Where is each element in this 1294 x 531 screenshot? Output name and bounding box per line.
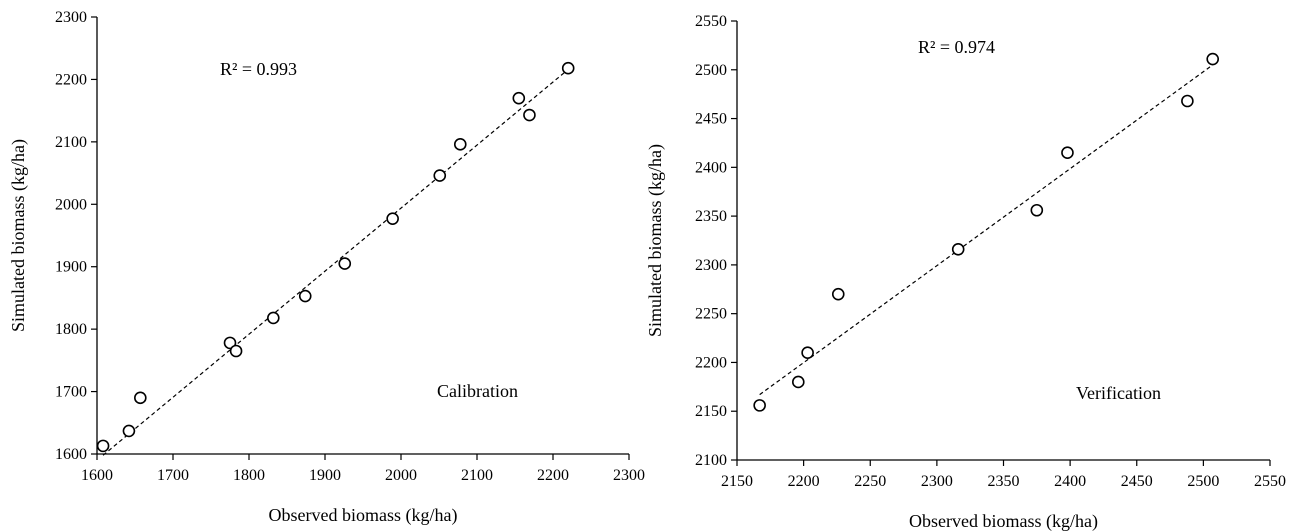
y-axis-title: Simulated biomass (kg/ha): [645, 144, 666, 337]
x-tick-label: 2550: [1254, 473, 1286, 490]
data-point: [433, 169, 447, 182]
y-tick-label: 2000: [55, 196, 87, 213]
x-tick-label: 2300: [921, 473, 953, 490]
y-tick-label: 2100: [695, 452, 727, 469]
x-tick-label: 2200: [537, 467, 569, 484]
trendline: [759, 64, 1214, 396]
y-tick-label: 1900: [55, 259, 87, 276]
data-point: [801, 346, 814, 359]
y-tick-label: 1700: [55, 384, 87, 401]
y-tick-label: 2300: [55, 9, 87, 26]
y-tick-label: 1800: [55, 321, 87, 338]
data-point: [267, 311, 280, 325]
verification-chart: 2150 2200 2250 2300 2350 2400 2450 2500 2550 2100…: [645, 13, 1286, 531]
y-tick-label: 2150: [695, 403, 727, 420]
y-tick-label: 2200: [695, 354, 727, 371]
x-tick-label: 1800: [233, 467, 265, 484]
x-tick-label: 2100: [461, 467, 493, 484]
x-axis-title: Observed biomass (kg/ha): [909, 511, 1098, 531]
data-point: [1061, 146, 1074, 159]
x-tick-label: 2250: [854, 473, 886, 490]
y-tick-label: 2100: [55, 134, 87, 151]
data-point: [561, 61, 575, 75]
y-tick-label: 2400: [695, 159, 727, 176]
y-tick-label: 2450: [695, 111, 727, 128]
data-point: [523, 108, 536, 122]
y-tick-label: 2500: [695, 62, 727, 79]
y-tick-label: 1600: [55, 446, 87, 463]
x-tick-label: 2500: [1187, 473, 1219, 490]
data-point: [96, 439, 110, 453]
r-squared-label: R² = 0.993: [220, 59, 297, 79]
y-tick-label: 2200: [55, 71, 87, 88]
data-point: [386, 212, 399, 225]
data-point: [791, 375, 805, 389]
data-point: [512, 91, 526, 105]
x-tick-label: 1900: [309, 467, 341, 484]
data-point: [753, 399, 766, 412]
x-tick-label: 2300: [613, 467, 645, 484]
data-point: [453, 138, 467, 151]
data-point: [1030, 203, 1044, 217]
calibration-chart: 1600 1700 1800 1900 2000 2100 2200 2300 1600 1700…: [8, 9, 645, 526]
panel-label: Calibration: [437, 381, 518, 401]
x-tick-label: 2350: [988, 473, 1020, 490]
data-point: [134, 391, 147, 405]
data-point: [122, 424, 136, 438]
y-axis-title: Simulated biomass (kg/ha): [8, 139, 29, 332]
data-point: [229, 344, 243, 358]
x-tick-label: 1600: [81, 467, 113, 484]
r-squared-label: R² = 0.974: [918, 37, 995, 57]
x-tick-label: 2000: [385, 467, 417, 484]
x-tick-label: 2150: [721, 473, 753, 490]
data-point: [338, 257, 352, 270]
data-point: [1181, 94, 1194, 108]
y-tick-label: 2350: [695, 208, 727, 225]
data-point: [951, 242, 965, 256]
data-point: [298, 289, 312, 303]
trendline: [102, 68, 569, 456]
y-tick-label: 2300: [695, 257, 727, 274]
x-tick-label: 1700: [157, 467, 189, 484]
data-point: [831, 287, 845, 301]
y-tick-label: 2550: [695, 13, 727, 30]
data-point: [1206, 52, 1220, 66]
x-tick-label: 2450: [1121, 473, 1153, 490]
panel-label: Verification: [1076, 383, 1161, 403]
y-tick-label: 2250: [695, 306, 727, 323]
x-tick-label: 2400: [1054, 473, 1086, 490]
x-tick-label: 2200: [788, 473, 820, 490]
data-point: [223, 336, 237, 350]
x-axis-title: Observed biomass (kg/ha): [269, 505, 458, 526]
